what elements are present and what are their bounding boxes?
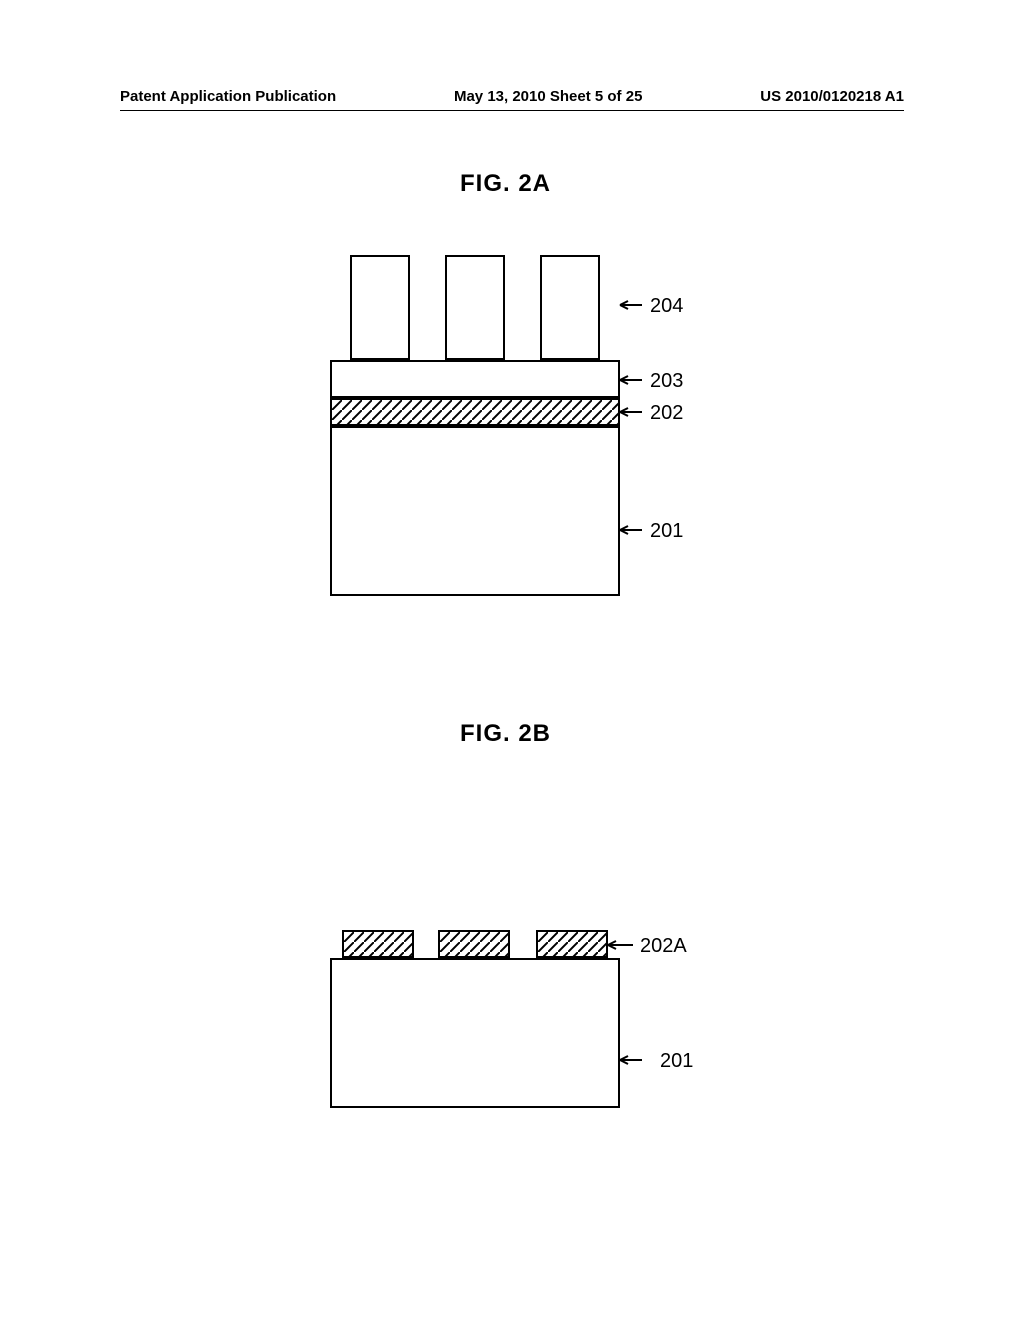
fig2b-slab-3	[536, 930, 608, 958]
fig2b-slab-1	[342, 930, 414, 958]
ref-202: 202	[650, 402, 683, 425]
fig2a-pillar-1	[350, 255, 410, 360]
ref-202a: 202A	[640, 935, 687, 958]
fig2a-layer-202	[330, 398, 620, 426]
fig2b-label: FIG. 2B	[460, 720, 551, 748]
figure-2b	[330, 930, 640, 1130]
ref-201-b: 201	[660, 1050, 693, 1073]
fig2a-label: FIG. 2A	[460, 170, 551, 198]
ref-204: 204	[650, 295, 683, 318]
fig2b-leaders	[605, 930, 695, 1130]
header-left: Patent Application Publication	[120, 88, 336, 105]
header-rule	[120, 110, 904, 111]
fig2a-layer-203	[330, 360, 620, 398]
ref-201-a: 201	[650, 520, 683, 543]
fig2a-pillar-2	[445, 255, 505, 360]
figure-2a	[330, 255, 640, 600]
fig2b-substrate	[330, 958, 620, 1108]
fig2b-slab-2	[438, 930, 510, 958]
ref-203: 203	[650, 370, 683, 393]
header-center: May 13, 2010 Sheet 5 of 25	[454, 88, 642, 105]
header-right: US 2010/0120218 A1	[760, 88, 904, 105]
page-header: Patent Application Publication May 13, 2…	[0, 88, 1024, 105]
fig2a-pillar-3	[540, 255, 600, 360]
fig2a-layer-201	[330, 426, 620, 596]
